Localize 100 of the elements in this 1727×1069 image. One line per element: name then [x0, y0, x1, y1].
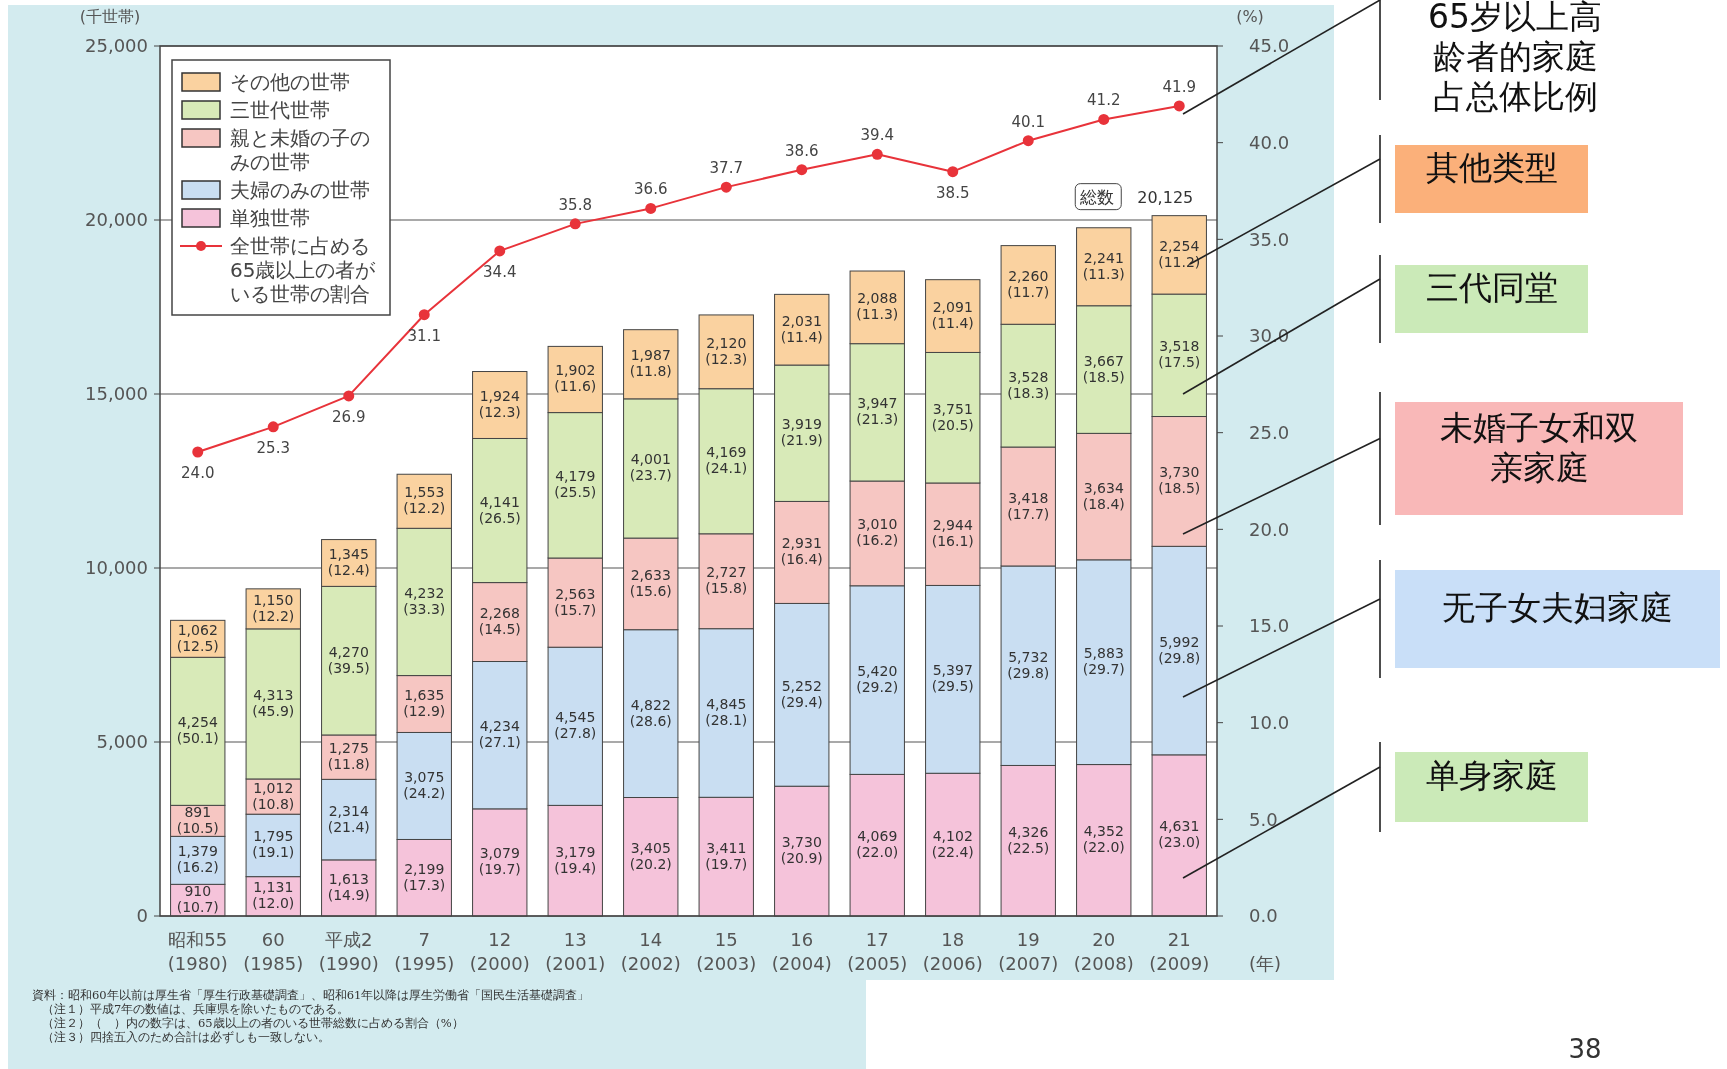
data-label: 1,131 (12.0) [252, 879, 295, 912]
data-label: 2,727 (15.8) [705, 564, 748, 597]
point [796, 164, 808, 176]
text: 38 [1568, 1034, 1602, 1064]
y2-tick-label: 10.0 [1249, 711, 1290, 733]
x-tick-label: 12 (2000) [469, 929, 530, 974]
data-label: 4,631 (23.0) [1158, 818, 1201, 851]
data-label: 2,199 (17.3) [403, 860, 446, 893]
data-label: 1,275 (11.8) [327, 740, 370, 773]
data-label: 3,075 (24.2) [403, 768, 446, 801]
legend-label: 三世代世帯 [230, 98, 330, 122]
data-label: 3,411 (19.7) [705, 839, 748, 872]
data-label: 5,397 (29.5) [931, 662, 974, 695]
data-label: 3,919 (21.9) [780, 416, 823, 449]
data-label: 3,751 (20.5) [931, 400, 974, 433]
x-tick-label: 16 (2004) [771, 929, 832, 974]
data-label: 2,563 (15.7) [554, 585, 597, 618]
data-label: 1,379 (16.2) [176, 843, 219, 876]
data-label: 891 (10.5) [176, 803, 219, 836]
y2-tick-label: 45.0 [1249, 35, 1290, 57]
data-label: 4,270 (39.5) [327, 643, 370, 676]
x-tick-label: 昭和55 (1980) [167, 929, 228, 974]
data-label: 24.0 [181, 464, 215, 482]
data-label: 25.3 [256, 438, 290, 457]
y-tick-label: 15,000 [85, 383, 148, 405]
point [720, 181, 732, 193]
data-label: 1,924 (12.3) [478, 388, 521, 420]
point [871, 148, 883, 160]
data-label: 2,241 (11.3) [1082, 249, 1125, 282]
data-label: 2,944 (16.1) [931, 517, 974, 550]
data-label: 2,091 (11.4) [931, 299, 974, 332]
data-label: 4,234 (27.1) [478, 718, 521, 751]
text: 総数 20,125 [1080, 186, 1194, 207]
data-label: 36.6 [634, 180, 668, 199]
y2-tick-label: 15.0 [1249, 615, 1290, 637]
data-label: 41.9 [1162, 77, 1196, 96]
data-label: 2,120 (12.3) [705, 334, 748, 367]
data-label: 1,345 (12.4) [327, 545, 370, 578]
point [192, 446, 204, 458]
point [418, 309, 430, 321]
data-label: 3,947 (21.3) [856, 395, 899, 428]
text: 无子女夫妇家庭 [1442, 588, 1673, 627]
data-label: 35.8 [558, 195, 592, 214]
data-label: 1,987 (11.8) [629, 347, 672, 380]
data-label: 31.1 [407, 326, 441, 345]
data-label: 910 (10.7) [176, 883, 219, 916]
data-label: 2,268 (14.5) [478, 605, 521, 638]
data-label: 1,062 (12.5) [176, 621, 219, 654]
data-label: 3,667 (18.5) [1082, 352, 1125, 385]
point [1022, 135, 1034, 147]
text: 其他类型 [1425, 148, 1558, 187]
y-tick-label: 10,000 [85, 557, 148, 579]
data-label: 3,730 (20.9) [780, 834, 823, 867]
data-label: 1,012 (10.8) [252, 779, 295, 812]
x-tick-label: 平成2 (1990) [318, 929, 379, 974]
x-tick-label: 21 (2009) [1149, 929, 1210, 974]
data-label: 5,732 (29.8) [1007, 648, 1050, 681]
data-label: 3,179 (19.4) [554, 843, 597, 876]
point [645, 202, 657, 214]
text: 65岁以上高龄者的家庭占总体比例 [1428, 0, 1602, 116]
y2-tick-label: 5.0 [1249, 808, 1278, 830]
point [1173, 100, 1185, 112]
x-tick-label: 14 (2002) [620, 929, 681, 974]
legend-label: 単独世帯 [230, 206, 310, 230]
text: （注３）四捨五入のため合計は必ずしも一致しない。 [42, 1030, 330, 1044]
data-label: 4,254 (50.1) [176, 714, 219, 747]
text: 三代同堂 [1425, 268, 1558, 307]
point [1098, 113, 1110, 125]
data-label: 5,420 (29.2) [856, 663, 899, 696]
x-tick-label: 20 (2008) [1073, 929, 1134, 974]
point [494, 245, 506, 257]
y2-tick-label: 25.0 [1249, 421, 1290, 443]
data-label: 4,141 (26.5) [478, 493, 521, 526]
data-label: 3,730 (18.5) [1158, 464, 1201, 497]
text: 单身家庭 [1425, 756, 1558, 795]
data-label: 3,518 (17.5) [1158, 338, 1201, 371]
data-label: 4,352 (22.0) [1082, 823, 1125, 856]
point [947, 166, 959, 178]
x-tick-label: 7 (1995) [394, 929, 455, 974]
data-label: 4,326 (22.5) [1007, 823, 1050, 856]
data-label: 5,883 (29.7) [1082, 645, 1125, 678]
legend-label: 全世帯に占める65歳以上の者がいる世帯の割合 [230, 234, 377, 306]
data-label: 1,150 (12.2) [252, 591, 295, 624]
data-label: 4,001 (23.7) [629, 451, 672, 484]
x-tick-label: 15 (2003) [696, 929, 757, 974]
data-label: 41.2 [1087, 91, 1121, 110]
y-tick-label: 0 [136, 905, 148, 927]
x-tick-label: 13 (2001) [545, 929, 606, 974]
data-label: 3,528 (18.3) [1007, 368, 1050, 401]
data-label: 38.5 [936, 183, 970, 202]
y2-tick-label: 40.0 [1249, 131, 1290, 153]
data-label: 4,313 (45.9) [252, 686, 295, 719]
data-label: 4,822 (28.6) [629, 696, 672, 729]
data-label: 4,232 (33.3) [403, 584, 446, 617]
text: 資料：昭和60年以前は厚生省「厚生行政基礎調査」、昭和61年以降は厚生労働省「国民生活基礎調査」 [32, 988, 590, 1002]
data-label: 1,635 (12.9) [403, 687, 446, 720]
y-tick-label: 25,000 [85, 35, 148, 57]
data-label: 2,314 (21.4) [327, 802, 370, 835]
data-label: 4,845 (28.1) [705, 695, 748, 728]
data-label: 39.4 [860, 126, 894, 145]
